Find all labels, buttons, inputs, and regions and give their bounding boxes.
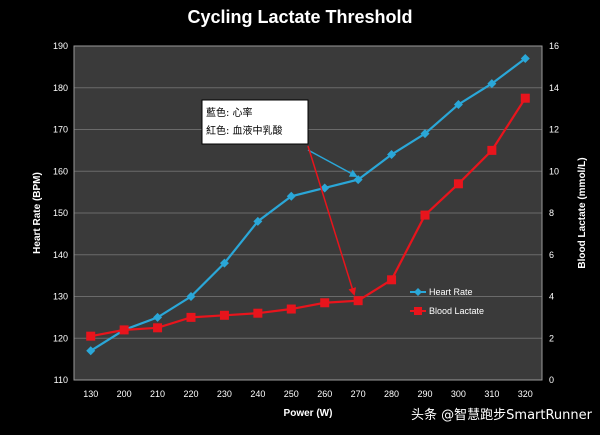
x-tick-label: 270 bbox=[351, 389, 366, 399]
annotation-arrow-blue bbox=[307, 149, 358, 177]
left-tick-label: 110 bbox=[54, 375, 68, 385]
left-tick-label: 130 bbox=[53, 292, 68, 302]
heart-rate-point bbox=[286, 191, 296, 201]
heart-rate-point bbox=[153, 312, 163, 322]
annotation-line-1: 藍色: 心率 bbox=[206, 106, 253, 119]
left-tick-label: 150 bbox=[53, 208, 68, 218]
left-tick-label: 160 bbox=[53, 166, 68, 176]
annotation-line-2: 紅色: 血液中乳酸 bbox=[206, 124, 283, 137]
right-tick-label: 4 bbox=[549, 292, 554, 302]
watermark: 头条 @智慧跑步SmartRunner bbox=[411, 407, 593, 423]
blood-lactate-point bbox=[420, 210, 430, 220]
x-tick-label: 280 bbox=[384, 389, 399, 399]
heart-rate-point bbox=[186, 292, 196, 301]
legend: Heart Rate Blood Lactate bbox=[410, 287, 484, 316]
blood-lactate-point bbox=[320, 298, 330, 308]
heart-rate-point bbox=[453, 99, 463, 109]
annotation-box bbox=[201, 99, 309, 145]
blood-lactate-point bbox=[186, 312, 196, 322]
blood-lactate-line bbox=[90, 97, 527, 338]
blood-lactate-point bbox=[119, 325, 129, 335]
right-axis-label: Blood Lactate (mmol/L) bbox=[577, 157, 588, 268]
right-tick-label: 0 bbox=[549, 375, 554, 385]
right-tick-label: 6 bbox=[549, 250, 554, 260]
right-tick-label: 12 bbox=[549, 125, 559, 135]
heart-rate-point bbox=[86, 346, 96, 356]
left-tick-label: 140 bbox=[53, 250, 68, 260]
blood-lactate-point bbox=[86, 331, 96, 341]
right-tick-label: 16 bbox=[549, 41, 559, 51]
heart-rate-point bbox=[487, 79, 497, 89]
heart-rate-point bbox=[420, 129, 430, 139]
heart-rate-point bbox=[253, 216, 263, 226]
blood-lactate-point bbox=[253, 308, 263, 318]
x-tick-label: 260 bbox=[317, 389, 332, 399]
chart-title: Cycling Lactate Threshold bbox=[187, 7, 412, 27]
left-tick-label: 190 bbox=[53, 41, 68, 51]
left-tick-label: 180 bbox=[53, 83, 68, 93]
plot-border bbox=[73, 45, 543, 381]
left-axis-ticks: 110 120 130 140 150 160 170 180 190 bbox=[53, 41, 68, 385]
blood-lactate-point bbox=[353, 296, 363, 306]
right-tick-label: 14 bbox=[549, 83, 559, 93]
right-axis-ticks: 0 2 4 6 8 10 12 14 16 bbox=[549, 41, 559, 385]
right-tick-label: 10 bbox=[549, 166, 559, 176]
right-tick-label: 2 bbox=[549, 333, 554, 343]
x-axis-label: Power (W) bbox=[284, 408, 333, 419]
x-tick-label: 200 bbox=[117, 389, 132, 399]
annotation-arrow-red bbox=[307, 145, 357, 296]
legend-heart-rate-marker bbox=[414, 288, 422, 296]
blood-lactate-point bbox=[286, 304, 296, 314]
x-tick-label: 130 bbox=[83, 389, 98, 399]
x-tick-label: 290 bbox=[417, 389, 432, 399]
x-tick-label: 310 bbox=[484, 389, 499, 399]
heart-rate-point bbox=[353, 175, 363, 185]
blood-lactate-point bbox=[219, 310, 229, 320]
x-tick-label: 220 bbox=[183, 389, 198, 399]
x-axis-ticks: 130 200 210 220 230 240 250 260 270 280 290 300 310 3… bbox=[83, 389, 533, 399]
legend-blood-lactate-marker bbox=[414, 307, 422, 315]
left-tick-label: 170 bbox=[53, 125, 68, 135]
annotation: 藍色: 心率 紅色: 血液中乳酸 bbox=[201, 99, 309, 145]
x-tick-label: 320 bbox=[518, 389, 533, 399]
x-tick-label: 230 bbox=[217, 389, 232, 399]
blood-lactate-point bbox=[453, 179, 463, 189]
x-tick-label: 240 bbox=[250, 389, 265, 399]
heart-rate-point bbox=[520, 54, 530, 64]
blood-lactate-point bbox=[487, 145, 497, 155]
left-axis-label: Heart Rate (BPM) bbox=[32, 172, 43, 254]
x-tick-label: 250 bbox=[284, 389, 299, 399]
heart-rate-point bbox=[219, 258, 229, 268]
legend-heart-rate-label: Heart Rate bbox=[429, 287, 473, 297]
legend-blood-lactate-label: Blood Lactate bbox=[429, 306, 484, 316]
blood-lactate-point bbox=[153, 323, 163, 333]
right-tick-label: 8 bbox=[549, 208, 554, 218]
blood-lactate-point bbox=[387, 275, 397, 285]
x-tick-label: 210 bbox=[150, 389, 165, 399]
left-tick-label: 120 bbox=[53, 333, 68, 343]
x-tick-label: 300 bbox=[451, 389, 466, 399]
heart-rate-point bbox=[387, 150, 397, 160]
heart-rate-line bbox=[90, 57, 526, 352]
blood-lactate-point bbox=[520, 93, 530, 103]
